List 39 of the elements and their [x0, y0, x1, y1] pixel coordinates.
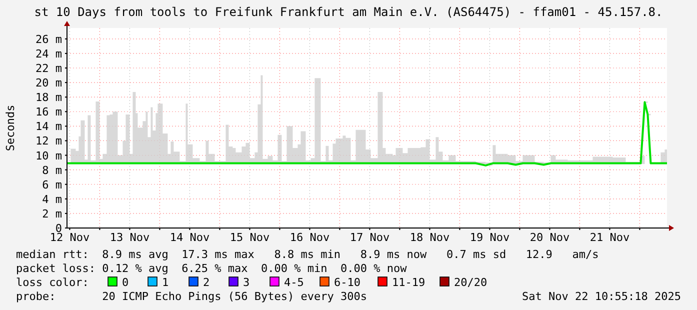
text: 4-5 — [284, 276, 304, 289]
text: 6-10 — [334, 276, 360, 289]
x-tick-label: 13 Nov — [110, 231, 150, 244]
text: 2 — [203, 276, 210, 289]
line-series — [66, 101, 668, 166]
y-tick-label: 22 m — [36, 62, 62, 75]
text: 20/20 — [454, 276, 488, 289]
y-tick-label: 20 m — [36, 76, 62, 90]
text: loss color: — [16, 276, 89, 289]
y-tick-label: 10 m — [36, 149, 62, 162]
text: 0 — [122, 276, 129, 289]
x-tick-label: 15 Nov — [230, 231, 270, 244]
y-tick-label: 16 m — [36, 106, 62, 119]
y-tick-label: 6 m — [42, 178, 62, 192]
text: probe: 20 ICMP Echo Pings (56 Bytes) every 300s — [16, 290, 367, 303]
chart-title: st 10 Days from tools to Freifunk Frankfurt am Main e.V. (AS64475) - ffam01 - 45.157.8. — [34, 5, 663, 19]
y-tick-label: 18 m — [36, 91, 62, 104]
text: 11-19 — [392, 276, 426, 289]
x-tick-label: 16 Nov — [290, 231, 330, 244]
x-tick-label: 21 Nov — [590, 231, 630, 244]
text: packet loss: 0.12 % avg 6.25 % max 0.00 % min 0.00 % now — [16, 262, 408, 275]
text: 1 — [162, 276, 169, 289]
y-tick-label: 14 m — [36, 120, 62, 134]
y-tick-label: 4 m — [42, 192, 62, 206]
x-tick-label: 20 Nov — [530, 231, 570, 244]
y-tick-label: 24 m — [36, 47, 62, 60]
text: median rtt: 8.9 ms avg 17.3 ms max 8.8 ms min 8.9 ms now 0.7 ms sd 12.9 am/s — [16, 248, 599, 261]
x-tick-label: 17 Nov — [350, 231, 390, 244]
y-tick-label: 12 m — [36, 134, 62, 148]
y-axis-title: Seconds — [4, 104, 17, 152]
x-tick-label: 12 Nov — [50, 231, 90, 244]
y-tick-label: 26 m — [36, 32, 62, 46]
x-tick-label: 14 Nov — [170, 231, 210, 244]
text: 3 — [243, 276, 250, 289]
x-tick-label: 18 Nov — [410, 231, 450, 244]
y-tick-label: 8 m — [42, 164, 62, 177]
x-tick-label: 19 Nov — [470, 231, 510, 244]
text: Sat Nov 22 10:55:18 2025 — [522, 290, 681, 303]
y-tick-label: 2 m — [42, 207, 62, 220]
